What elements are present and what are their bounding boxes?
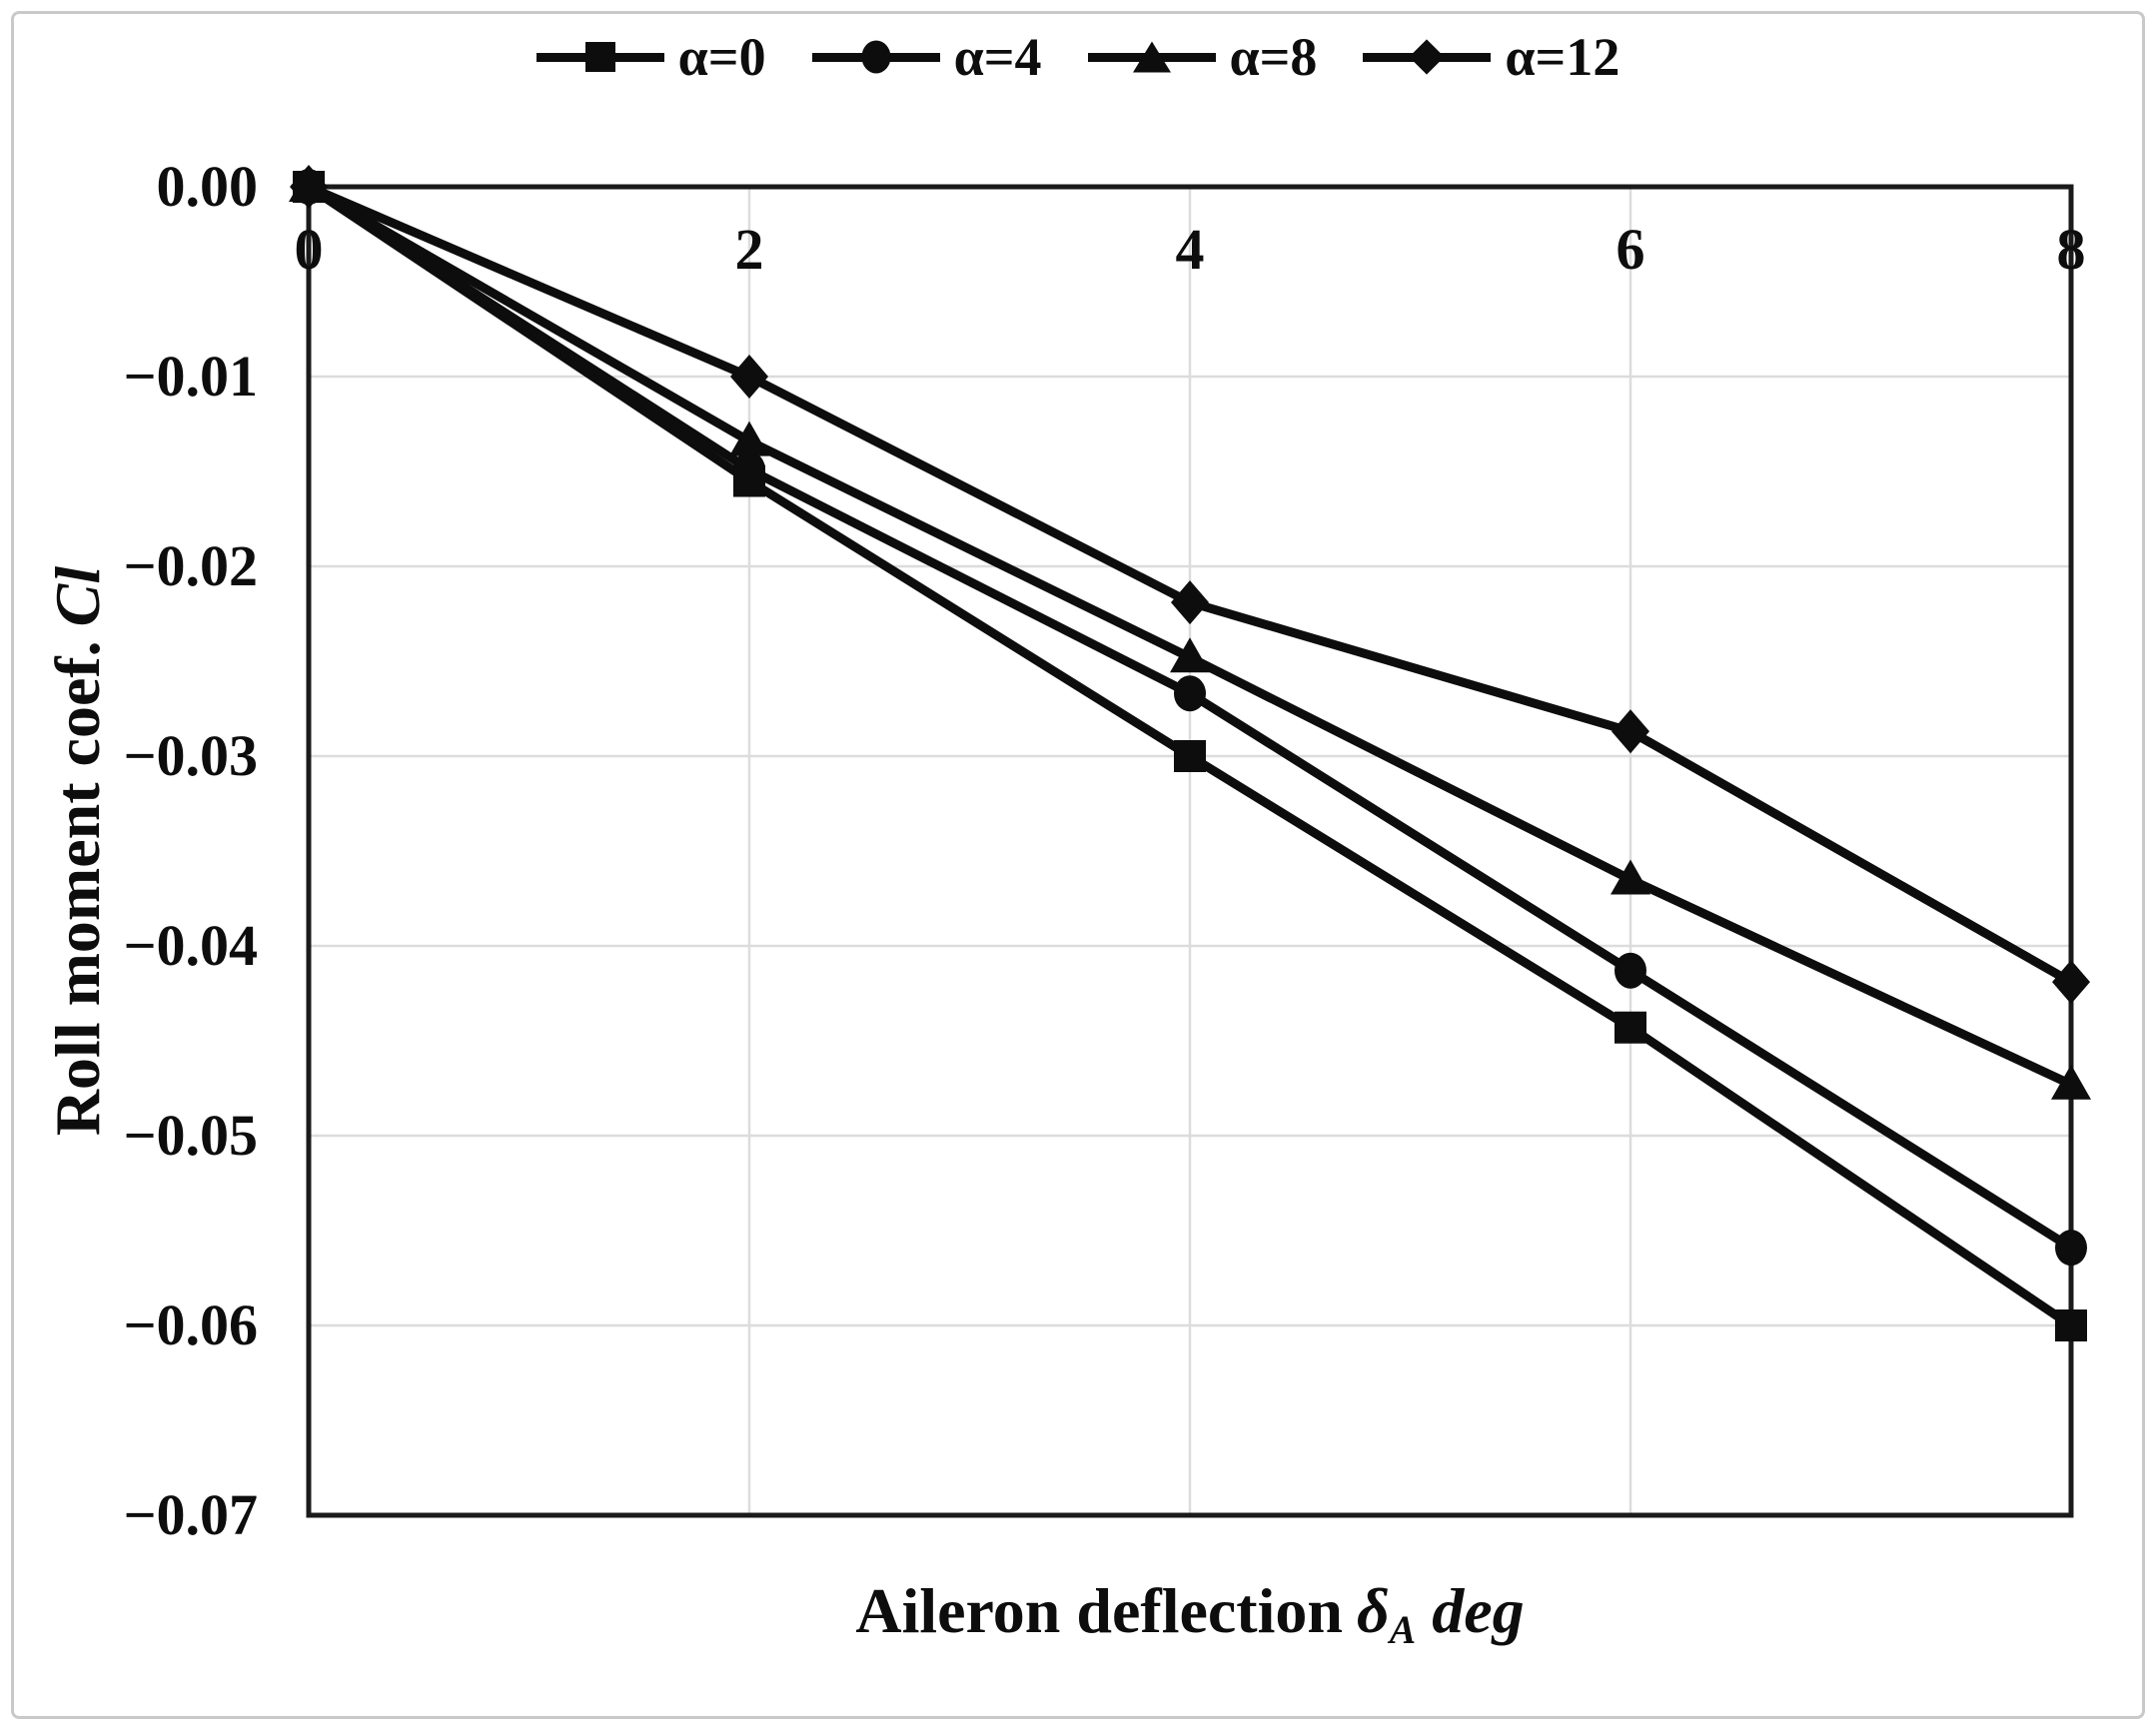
legend-line [811,40,940,74]
x-axis-title: Aileron deflection δA deg [309,1574,2071,1653]
data-point-triangle [1611,859,1650,895]
x-tick-label: 0 [294,217,324,282]
data-point-diamond [1612,709,1649,754]
x-axis-symbol: δ [1356,1575,1390,1646]
legend-item-alpha-12: α=12 [1363,30,1619,84]
y-tick-label: −0.03 [123,723,258,788]
legend-label: α=0 [677,27,766,87]
y-tick-label: 0.00 [156,154,259,219]
legend-item-alpha-4: α=4 [811,27,1042,87]
data-point-diamond [2052,960,2090,1005]
x-tick-label: 8 [2056,217,2086,282]
data-point-triangle [2051,1064,2091,1100]
data-point-diamond [1171,580,1209,625]
square-marker-icon [584,42,615,72]
triangle-marker-icon [1132,41,1171,73]
data-point-circle [2055,1230,2087,1267]
x-tick-label: 4 [1175,217,1205,282]
data-point-square [1174,740,1206,772]
data-point-square [1615,1011,1646,1044]
data-point-diamond [290,165,328,209]
data-point-circle [1615,952,1646,989]
legend-line [1363,39,1492,75]
circle-marker-icon [861,40,891,74]
legend-line [1087,41,1216,73]
y-axis-title-text: Roll moment coef. [42,640,113,1137]
y-axis-symbol: Cl [42,565,113,627]
x-tick-label: 2 [734,217,764,282]
x-axis-title-text: Aileron deflection [855,1575,1343,1646]
legend-label: α=8 [1229,27,1318,87]
x-tick-label: 6 [1616,217,1645,282]
legend-item-alpha-0: α=0 [536,27,766,87]
x-axis-unit: deg [1432,1575,1525,1646]
y-tick-label: −0.07 [123,1482,258,1547]
data-point-triangle [729,421,769,456]
legend-label: α=12 [1505,27,1620,87]
data-point-diamond [730,355,768,399]
data-point-square [2055,1309,2087,1341]
y-tick-label: −0.06 [123,1293,258,1357]
legend-item-alpha-8: α=8 [1087,27,1318,87]
legend-label: α=4 [953,27,1042,87]
legend-line [536,42,664,72]
plot-frame [306,184,2074,1518]
y-tick-label: −0.02 [123,533,258,598]
legend: α=0 α=4 α=8 α=12 [0,30,2156,84]
y-tick-label: −0.04 [123,913,258,978]
x-axis-symbol-subscript: A [1389,1608,1417,1653]
y-axis-title: Roll moment coef. Cl [41,566,115,1136]
y-tick-label: −0.05 [123,1103,258,1168]
y-tick-label: −0.01 [123,344,258,409]
data-point-circle [1174,675,1206,712]
data-point-circle [733,451,765,488]
data-point-triangle [1170,637,1210,673]
